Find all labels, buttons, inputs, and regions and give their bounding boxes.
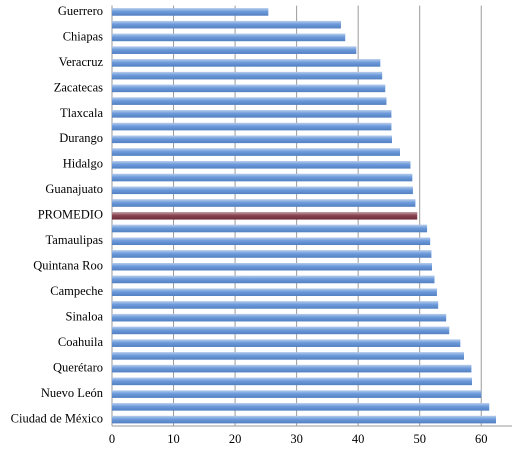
y-tick-label: Chiapas: [63, 29, 103, 43]
y-tick-label: Ciudad de México: [11, 412, 103, 426]
bar-shine: [112, 326, 450, 335]
bar-shine: [112, 275, 435, 284]
bar-shine: [112, 84, 386, 93]
bar-shine: [112, 250, 432, 258]
bar-shine: [112, 8, 269, 16]
bar-shine: [112, 135, 392, 144]
y-tick-label: Guerrero: [58, 4, 103, 18]
bar-shine: [112, 301, 439, 309]
x-tick-label: 50: [413, 432, 426, 446]
bar-shine: [112, 352, 464, 360]
y-tick-label: Campeche: [50, 284, 103, 298]
bar-shine: [112, 339, 461, 347]
bar-shine: [112, 390, 482, 398]
y-tick-label: Querétaro: [53, 361, 103, 375]
bar-shine: [112, 46, 357, 54]
bar-shine: [112, 237, 431, 246]
bar-shine: [112, 71, 383, 80]
bar-shine: [112, 59, 381, 67]
bar-shine: [112, 186, 413, 195]
bar-shine: [112, 122, 392, 131]
bar-shine: [112, 173, 413, 182]
x-tick-label: 60: [475, 432, 488, 446]
bar-shine: [112, 148, 400, 156]
y-tick-label: Zacatecas: [54, 80, 103, 94]
y-tick-label: Veracruz: [59, 55, 104, 69]
bar-shine: [112, 377, 472, 386]
bar-shine: [112, 288, 437, 296]
bar-shine: [112, 263, 432, 271]
bar-shine: [112, 415, 496, 424]
y-tick-label: Coahuila: [58, 335, 104, 349]
x-tick-label: 40: [352, 432, 365, 446]
x-tick-label: 0: [109, 432, 115, 446]
bar-shine: [112, 212, 418, 220]
x-tick-label: 20: [229, 432, 242, 446]
y-tick-label: Tamaulipas: [46, 233, 104, 247]
y-tick-label: PROMEDIO: [38, 208, 103, 222]
y-tick-label: Tlaxcala: [60, 106, 103, 120]
bar-shine: [112, 33, 346, 42]
bar-shine: [112, 199, 416, 207]
x-tick-label: 10: [167, 432, 180, 446]
bar-shine: [112, 97, 387, 105]
bar-shine: [112, 224, 428, 233]
y-tick-label: Sinaloa: [66, 310, 104, 324]
y-tick-label: Hidalgo: [63, 157, 103, 171]
bar-shine: [112, 364, 472, 373]
bar-shine: [112, 20, 341, 29]
y-tick-label: Durango: [59, 131, 103, 145]
bar-shine: [112, 313, 447, 322]
bar-shine: [112, 161, 411, 169]
bar-shine: [112, 110, 392, 118]
y-tick-label: Quintana Roo: [33, 259, 103, 273]
x-tick-label: 30: [290, 432, 303, 446]
y-tick-label: Nuevo León: [41, 386, 104, 400]
bar-shine: [112, 403, 490, 411]
y-tick-label: Guanajuato: [45, 182, 103, 196]
